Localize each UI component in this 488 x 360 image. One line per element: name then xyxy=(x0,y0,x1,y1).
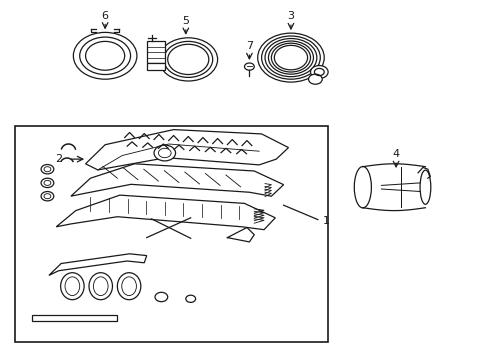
Text: 7: 7 xyxy=(245,41,252,51)
Text: 4: 4 xyxy=(392,149,399,159)
Circle shape xyxy=(244,63,254,70)
Polygon shape xyxy=(146,63,165,70)
Polygon shape xyxy=(85,130,288,170)
Circle shape xyxy=(310,66,327,78)
Ellipse shape xyxy=(89,273,112,300)
Circle shape xyxy=(73,32,137,79)
Polygon shape xyxy=(71,164,283,196)
Ellipse shape xyxy=(353,166,371,208)
Circle shape xyxy=(271,43,310,72)
Circle shape xyxy=(85,41,124,70)
Circle shape xyxy=(154,145,175,161)
Circle shape xyxy=(268,41,313,74)
Ellipse shape xyxy=(419,170,430,204)
Circle shape xyxy=(264,39,316,77)
Circle shape xyxy=(41,192,54,201)
Polygon shape xyxy=(146,41,165,63)
Text: 3: 3 xyxy=(287,11,294,21)
Circle shape xyxy=(159,38,217,81)
Polygon shape xyxy=(49,254,146,275)
Polygon shape xyxy=(56,195,275,230)
Polygon shape xyxy=(362,164,425,211)
Ellipse shape xyxy=(61,273,84,300)
Circle shape xyxy=(185,295,195,302)
Ellipse shape xyxy=(117,273,141,300)
Circle shape xyxy=(41,165,54,174)
Circle shape xyxy=(308,74,322,84)
Text: 5: 5 xyxy=(182,16,189,26)
Polygon shape xyxy=(32,315,117,321)
Circle shape xyxy=(274,45,307,70)
Circle shape xyxy=(80,37,130,75)
Text: 6: 6 xyxy=(102,10,108,21)
Circle shape xyxy=(163,41,212,77)
Circle shape xyxy=(155,292,167,302)
Circle shape xyxy=(41,178,54,188)
Text: 2: 2 xyxy=(55,154,62,164)
Circle shape xyxy=(257,33,324,82)
Circle shape xyxy=(261,36,320,79)
Circle shape xyxy=(167,44,208,75)
Bar xyxy=(15,126,327,342)
Text: 1: 1 xyxy=(322,216,329,226)
